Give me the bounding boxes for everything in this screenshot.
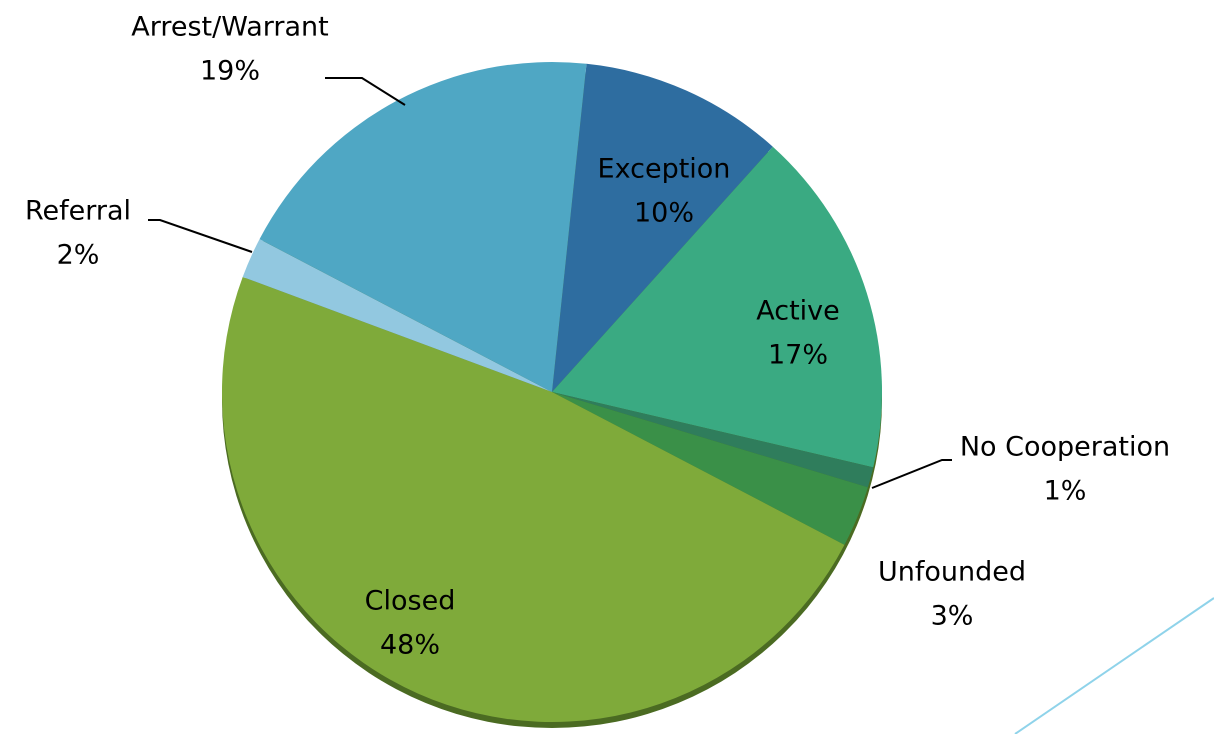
slice-label: Closed [365,586,456,617]
slice-value: 48% [380,630,440,661]
pie-slice [221,276,845,722]
slice-value: 1% [1044,476,1087,507]
pie-slice [552,392,868,545]
slice-value: 17% [768,340,828,371]
pie-slice [242,239,552,392]
pie-slice [552,392,874,488]
leader-line [871,459,952,489]
slice-label: Referral [25,196,131,227]
leader-line [148,219,253,253]
slice-value: 19% [200,56,260,87]
pie-slice [552,146,882,468]
slice-value: 10% [634,198,694,229]
slice-label: Exception [598,154,731,185]
leader-line [325,77,406,106]
decor-line [1014,597,1214,734]
pie-slice [259,62,587,392]
slice-value: 3% [931,601,974,632]
slice-label: Active [756,296,840,327]
slice-label: Unfounded [878,557,1026,588]
pie-slice [552,63,773,393]
slice-value: 2% [57,240,100,271]
slice-label: No Cooperation [960,432,1170,463]
slice-label: Arrest/Warrant [131,12,328,43]
